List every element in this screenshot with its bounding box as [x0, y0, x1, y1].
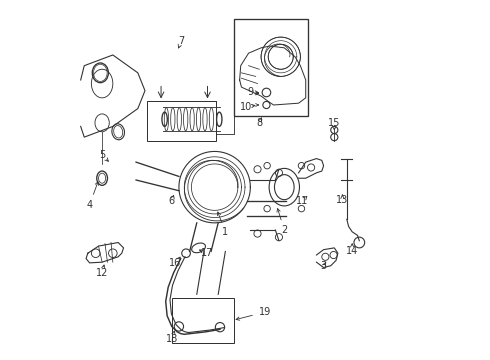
Text: 17: 17 [201, 248, 214, 258]
Text: 16: 16 [169, 258, 181, 268]
Text: 14: 14 [346, 247, 358, 256]
Text: 10: 10 [240, 102, 252, 112]
Text: 8: 8 [256, 118, 262, 128]
Text: 4: 4 [87, 200, 93, 210]
Text: 19: 19 [259, 307, 271, 317]
Text: 15: 15 [328, 118, 341, 128]
Text: 1: 1 [222, 227, 228, 237]
Text: 6: 6 [169, 197, 175, 206]
Text: 11: 11 [296, 197, 308, 206]
Text: 18: 18 [166, 334, 178, 344]
Text: 3: 3 [320, 261, 327, 271]
Text: 12: 12 [96, 268, 108, 278]
Text: 13: 13 [337, 195, 349, 204]
Text: 9: 9 [247, 87, 253, 98]
Text: 5: 5 [99, 150, 105, 160]
Bar [234, 19, 308, 116]
Text: 7: 7 [178, 36, 185, 46]
Bar [147, 102, 217, 141]
Text: 2: 2 [281, 225, 288, 235]
Bar [172, 298, 234, 342]
